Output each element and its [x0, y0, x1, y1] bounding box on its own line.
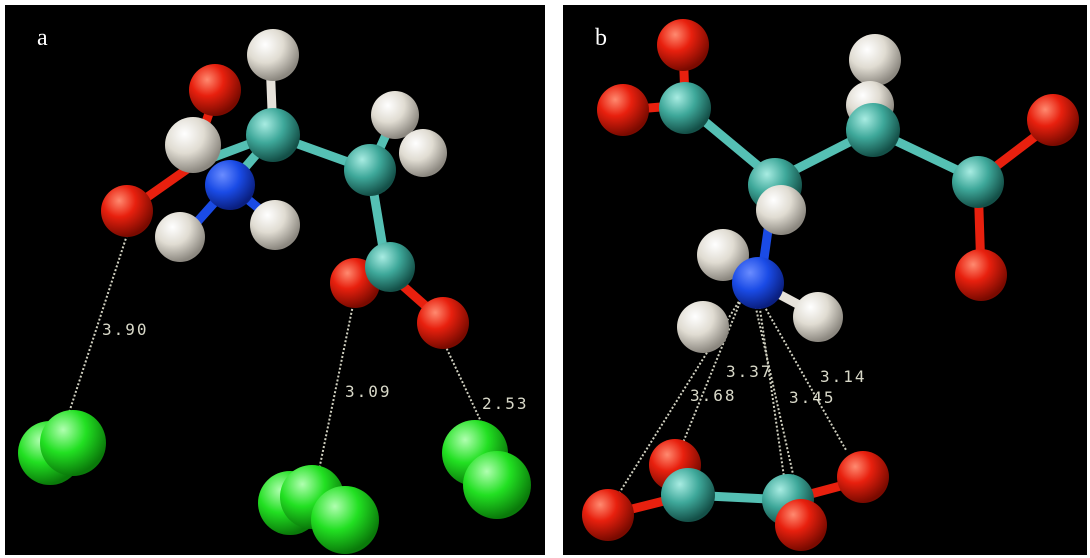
- molecule-view-b: 3.37 3.68 3.14 3.45: [582, 19, 1079, 551]
- distance-label: 3.37: [726, 362, 773, 381]
- distance-lines: [64, 234, 493, 476]
- panel-b: 3.37 3.68 3.14 3.45 b: [563, 5, 1087, 555]
- panel-a: 3.90 3.09 2.53 a: [5, 5, 545, 555]
- panel-label: a: [37, 25, 48, 51]
- distance-label: 3.90: [102, 320, 149, 339]
- panel-label: b: [595, 25, 607, 51]
- distance-label: 3.68: [690, 386, 737, 405]
- atoms: [18, 29, 531, 554]
- molecule-view-a: 3.90 3.09 2.53: [18, 29, 531, 554]
- distance-label: 3.14: [820, 367, 867, 386]
- distance-label: 3.45: [789, 388, 836, 407]
- distance-label: 2.53: [482, 394, 529, 413]
- distance-lines: [617, 294, 847, 511]
- distance-label: 3.09: [345, 382, 392, 401]
- atoms: [582, 19, 1079, 551]
